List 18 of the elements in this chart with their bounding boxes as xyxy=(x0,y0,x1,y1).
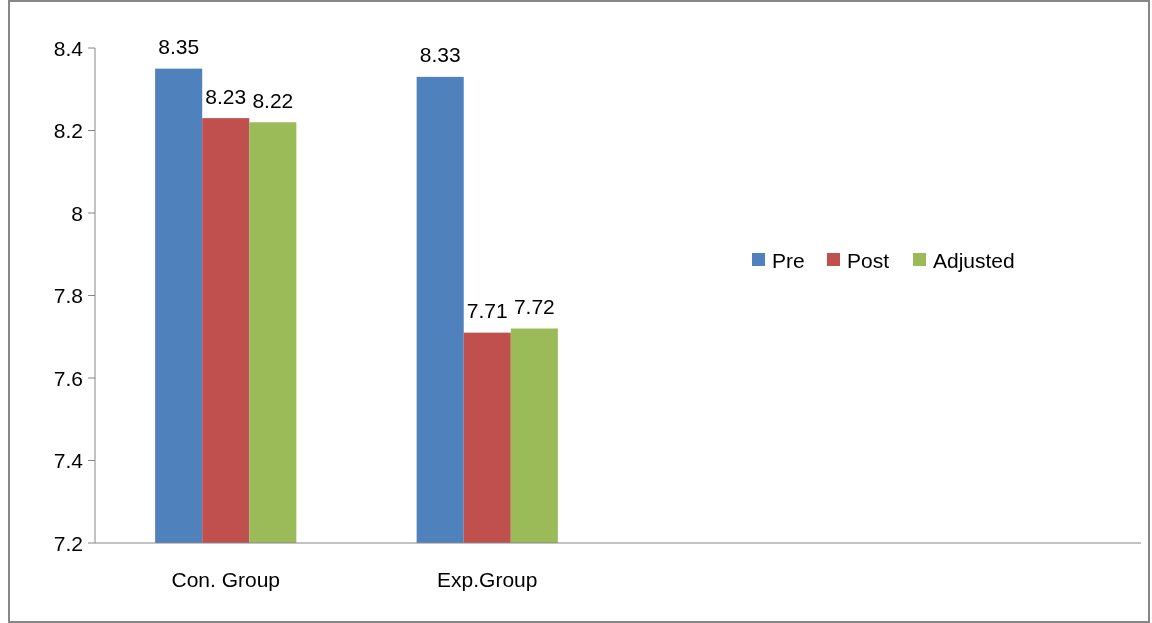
data-label: 7.72 xyxy=(513,295,555,318)
y-tick-label: 7.2 xyxy=(53,531,83,555)
x-tick-label: Exp.Group xyxy=(437,567,538,591)
y-tick-label: 7.6 xyxy=(53,366,83,390)
legend-label: Pre xyxy=(772,248,805,272)
x-tick-label: Con. Group xyxy=(171,567,281,591)
legend-label: Adjusted xyxy=(933,248,1015,272)
data-label: 8.33 xyxy=(419,43,461,67)
y-tick-label: 8 xyxy=(71,201,83,225)
data-label: 8.22 xyxy=(252,88,294,112)
data-label: 8.23 xyxy=(205,84,247,108)
y-tick-label: 8.2 xyxy=(53,119,83,142)
data-label: 7.71 xyxy=(466,299,508,323)
y-tick-label: 7.8 xyxy=(53,284,83,307)
legend-label: Post xyxy=(847,248,890,272)
data-label: 8.35 xyxy=(158,35,200,59)
y-tick-label: 8.4 xyxy=(53,36,84,60)
y-tick-label: 7.4 xyxy=(53,449,84,472)
